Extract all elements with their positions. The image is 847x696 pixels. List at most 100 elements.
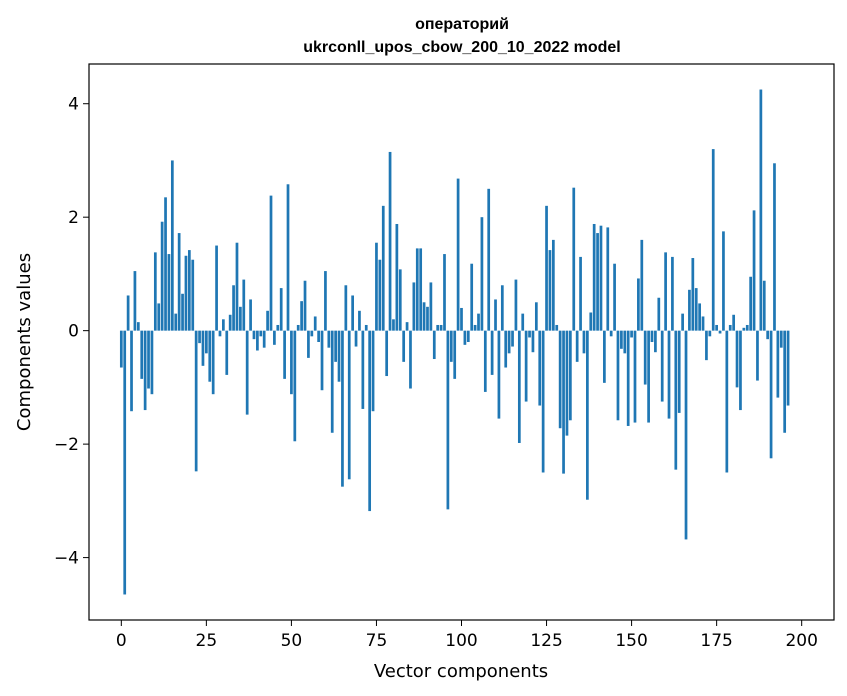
bar-74: [371, 330, 375, 412]
bar-71: [361, 330, 365, 409]
bar-162: [671, 256, 674, 331]
bar-160: [664, 252, 667, 331]
bar-135: [579, 256, 582, 331]
bar-29: [218, 330, 222, 337]
bar-125: [545, 205, 548, 331]
bar-69: [354, 330, 358, 347]
bar-137: [586, 330, 589, 500]
bar-130: [562, 330, 565, 474]
bar-17: [177, 233, 181, 331]
bar-142: [603, 330, 606, 383]
bar-89: [422, 302, 426, 331]
bar-31: [225, 330, 229, 375]
bar-182: [739, 330, 742, 411]
bar-10: [153, 252, 157, 331]
bar-188: [759, 89, 763, 331]
bar-56: [310, 330, 314, 337]
bar-179: [728, 324, 732, 331]
x-axis-label: Vector components: [374, 661, 548, 682]
y-tick-label-0: 0: [68, 322, 79, 342]
bar-64: [337, 330, 341, 382]
bar-131: [565, 330, 569, 436]
bar-183: [742, 327, 746, 331]
bar-119: [524, 330, 528, 402]
bar-14: [167, 254, 171, 331]
bar-34: [235, 242, 239, 331]
bar-120: [528, 330, 531, 338]
bar-80: [392, 319, 395, 331]
bar-132: [569, 330, 572, 421]
bar-113: [504, 330, 508, 368]
bar-189: [762, 280, 766, 331]
bar-60: [324, 271, 327, 331]
bar-156: [650, 330, 654, 342]
bar-52: [296, 324, 300, 331]
bar-145: [613, 263, 616, 331]
bar-99: [456, 178, 460, 331]
bar-85: [409, 330, 412, 389]
bar-94: [439, 324, 443, 331]
bar-11: [157, 303, 161, 331]
bar-46: [276, 324, 280, 331]
bar-144: [609, 330, 613, 337]
bar-22: [194, 330, 198, 472]
bar-194: [779, 330, 783, 348]
bar-88: [419, 248, 423, 331]
bar-93: [436, 324, 440, 331]
x-tick-label-125: 125: [530, 631, 562, 651]
bar-62: [330, 330, 334, 433]
bar-153: [640, 239, 644, 331]
bar-35: [239, 306, 242, 331]
bar-18: [181, 293, 184, 331]
bar-111: [497, 330, 501, 419]
bar-147: [620, 330, 623, 349]
bar-39: [252, 330, 256, 340]
bar-123: [538, 330, 542, 406]
bar-97: [449, 330, 453, 362]
x-tick-label-50: 50: [281, 631, 303, 651]
bar-134: [575, 330, 579, 362]
bar-115: [511, 330, 514, 347]
bar-168: [691, 258, 695, 331]
bar-171: [701, 316, 705, 331]
x-tick-label-0: 0: [116, 631, 127, 651]
bar-143: [606, 227, 610, 331]
bar-75: [375, 242, 378, 331]
bar-16: [174, 313, 178, 331]
bar-27: [211, 330, 215, 395]
bar-3: [130, 330, 133, 412]
bar-65: [341, 330, 344, 487]
bar-21: [191, 259, 195, 331]
bar-128: [555, 324, 559, 331]
bar-98: [453, 330, 457, 379]
bar-55: [307, 330, 310, 358]
bar-95: [443, 254, 446, 331]
bar-105: [477, 313, 480, 331]
bar-13: [164, 197, 167, 331]
bar-73: [368, 330, 372, 512]
bar-12: [160, 221, 164, 331]
bar-36: [242, 279, 246, 331]
bar-181: [735, 330, 739, 388]
bar-1: [123, 330, 127, 595]
bar-19: [184, 255, 188, 331]
bar-149: [626, 330, 630, 426]
bar-5: [136, 322, 140, 331]
bar-87: [415, 248, 419, 331]
bar-6: [140, 330, 144, 379]
bar-103: [470, 263, 474, 331]
bar-38: [249, 299, 252, 331]
bar-193: [776, 330, 780, 398]
chart-title-line-2: ukrconll_upos_cbow_200_10_2022 model: [303, 39, 620, 56]
bar-26: [208, 330, 212, 382]
bar-30: [222, 319, 225, 331]
bar-173: [708, 330, 712, 337]
bar-90: [426, 306, 429, 331]
x-axis-ticks: 0 25 50 75 100 125 150 175 200: [116, 620, 818, 651]
bar-96: [446, 330, 450, 510]
bar-161: [667, 330, 671, 419]
bar-164: [677, 330, 681, 413]
bar-33: [232, 285, 235, 331]
bar-84: [405, 322, 409, 331]
